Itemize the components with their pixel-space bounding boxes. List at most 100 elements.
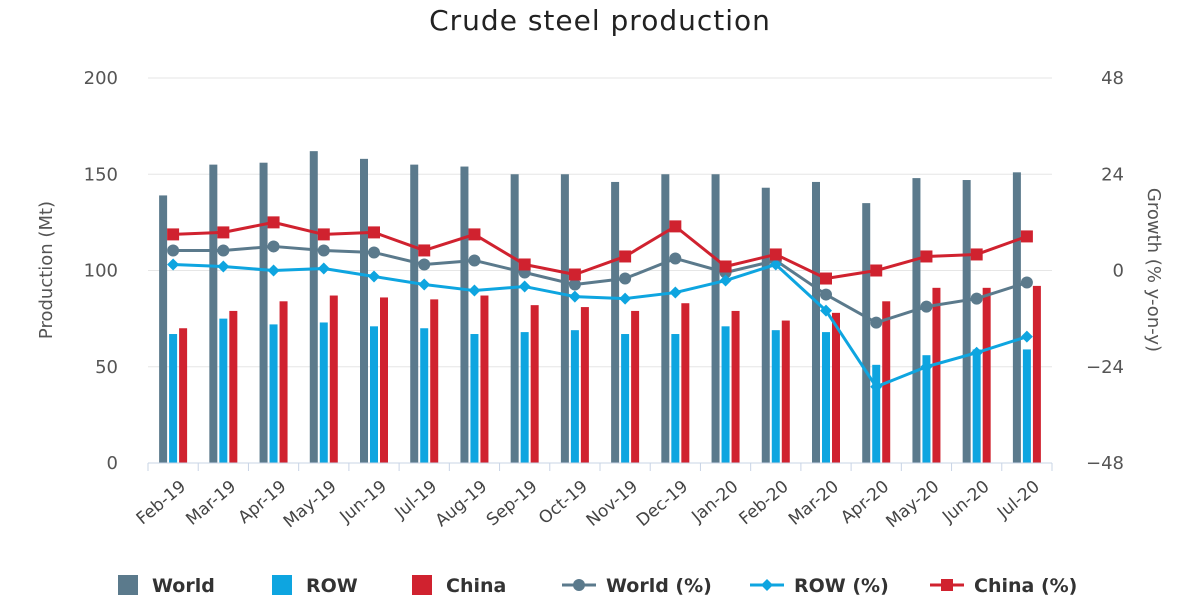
bar-row [771,330,780,463]
x-tick-label: Nov-19 [583,477,642,531]
bar-row [470,334,479,463]
point-china-pct [820,272,832,285]
bar-row [169,334,178,463]
x-tick-label: Feb-20 [735,477,792,530]
bar-world [510,174,519,463]
bar-world [209,164,218,463]
bar-row [319,322,328,463]
point-row-pct [820,304,832,317]
y2-tick-label: 24 [1101,164,1124,185]
bar-china [530,305,539,463]
point-row-pct [1020,330,1033,343]
legend-item-world: World [118,575,215,597]
bar-world [360,158,368,463]
point-china-pct [970,248,983,261]
chart-title: Crude steel production [429,4,771,37]
bar-world [661,174,670,463]
x-tick-label: May-19 [280,477,341,533]
point-china-pct [719,260,732,273]
bar-china [279,301,288,463]
bar-china [832,312,840,463]
point-china-pct [217,226,230,239]
y-tick-label: 100 [84,261,118,282]
bar-china [380,297,388,463]
bar-row [570,330,579,463]
point-row-pct [870,380,883,393]
point-china-pct [368,226,380,239]
point-world-pct [970,292,983,305]
bar-china [781,320,790,463]
point-world-pct [368,246,380,259]
bar-china [681,303,690,463]
point-row-pct [167,258,180,271]
bar-world [711,174,720,463]
x-tick-label: Jul-20 [993,477,1044,524]
bar-world [611,181,620,463]
point-row-pct [568,290,581,303]
bar-china [932,287,941,463]
legend-item-world: World (%) [562,575,712,597]
point-china-pct [619,250,632,263]
point-china-pct [769,248,782,261]
point-row-pct [669,286,682,299]
point-china-pct [267,216,280,229]
bar-world [259,162,268,463]
legend-marker [941,579,953,591]
point-china-pct [920,250,933,263]
bar-row [520,332,529,463]
bar-row [822,332,830,463]
bar-row [621,334,630,463]
bar-row [1022,349,1031,463]
bar-row [972,349,981,463]
legend-item-row: ROW (%) [750,575,889,597]
legend-swatch [412,575,432,595]
bar-row [721,326,730,463]
legend-label: China [446,575,506,597]
bar-world [761,187,770,463]
bar-world [560,174,569,463]
legend-item-china: China [412,575,506,597]
point-row-pct [769,258,782,271]
legend: World ROW China World (%) ROW (%) China (%) [118,575,1077,597]
line-world-pct [173,244,1028,325]
bar-series [159,151,1041,464]
y2-tick-label: −48 [1086,453,1124,474]
x-tick-label: Aug-19 [432,477,492,532]
bar-china [631,310,640,463]
bar-world [862,203,871,463]
point-row-pct [368,270,380,283]
y2-axis-label: Growth (% y-on-y) [1143,188,1164,352]
point-row-pct [217,260,230,273]
y2-tick-label: 0 [1113,261,1124,282]
bar-row [671,334,680,463]
point-row-pct [518,280,531,293]
legend-label: ROW (%) [794,575,889,597]
x-tick-label: Sep-19 [483,477,542,531]
x-tick-label: Jun-19 [336,477,391,528]
point-world-pct [1020,276,1033,289]
point-world-pct [267,240,280,253]
point-world-pct [568,278,581,291]
point-china-pct [1020,230,1033,243]
y2-tick-label: −24 [1086,357,1124,378]
bar-china [480,295,489,463]
bar-world [812,181,820,463]
point-world-pct [619,272,632,285]
x-tick-label: Jun-20 [938,477,993,528]
line-china-pct [173,220,1028,281]
line-row-pct [173,262,1028,389]
bar-china [229,310,238,463]
x-tick-label: Oct-19 [535,477,592,529]
y-axis-label: Production (Mt) [36,201,57,339]
point-world-pct [167,244,180,257]
legend-marker [761,579,773,591]
legend-item-row: ROW [272,575,358,597]
point-row-pct [267,264,280,277]
bar-row [922,355,931,463]
line-series [167,216,1033,393]
y-tick-label: 50 [95,357,118,378]
point-row-pct [418,278,431,291]
point-world-pct [870,316,883,329]
point-row-pct [719,274,732,287]
